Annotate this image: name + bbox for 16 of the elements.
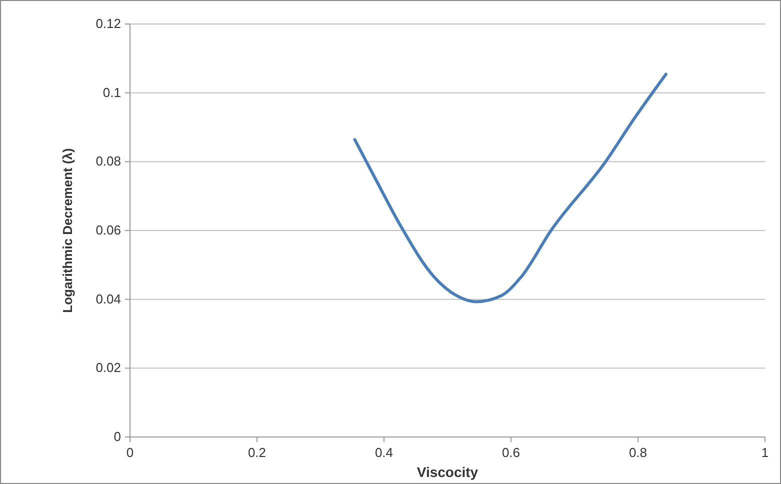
x-tick-label: 0.4 [374, 445, 394, 460]
x-tick-label: 0.8 [628, 445, 648, 460]
x-axis-title: Viscocity [416, 464, 478, 480]
y-tick-label: 0.1 [102, 84, 121, 100]
x-tick-label: 0.6 [502, 445, 520, 460]
y-axis-title: Logarithmic Decrement (λ) [60, 148, 75, 313]
y-tick-label: 0.08 [96, 154, 121, 169]
y-tick-label: 0.04 [96, 291, 121, 306]
y-tick-label: 0.12 [96, 16, 121, 31]
line-series [353, 72, 668, 304]
x-tick-label: 0.2 [248, 445, 266, 460]
y-tick-label: 0 [114, 429, 121, 444]
x-tick-label: 0 [126, 445, 134, 460]
y-tick-label: 0.06 [96, 222, 121, 238]
y-tick-label: 0.02 [96, 360, 121, 376]
x-tick-label: 1 [761, 445, 769, 460]
